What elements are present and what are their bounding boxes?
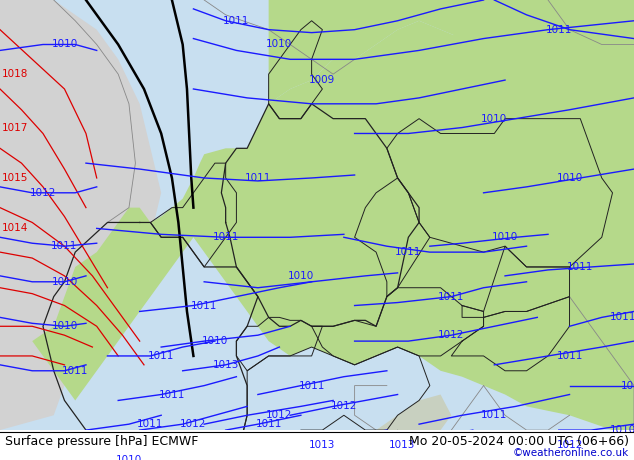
Text: 1010: 1010	[51, 277, 77, 287]
Text: Surface pressure [hPa] ECMWF: Surface pressure [hPa] ECMWF	[5, 435, 198, 448]
Text: 1011: 1011	[137, 419, 164, 429]
Text: 1010: 1010	[610, 425, 634, 435]
Text: 1012: 1012	[331, 402, 357, 411]
Text: 1012: 1012	[266, 410, 292, 420]
Text: 1013: 1013	[309, 440, 335, 450]
Text: 1010: 1010	[288, 271, 314, 281]
Text: 1011: 1011	[62, 366, 88, 376]
Text: 1011: 1011	[395, 247, 422, 257]
Text: 1011: 1011	[567, 262, 593, 272]
Text: 1010: 1010	[557, 173, 583, 183]
Text: 1012: 1012	[30, 188, 56, 198]
Text: 1010: 1010	[51, 40, 77, 50]
Text: 1015: 1015	[2, 173, 29, 183]
Text: 1011: 1011	[148, 351, 174, 361]
Text: 1011: 1011	[212, 232, 239, 242]
Text: 1010: 1010	[266, 40, 292, 50]
Text: 1010: 1010	[492, 232, 518, 242]
Text: 1009: 1009	[309, 75, 335, 85]
Polygon shape	[398, 0, 634, 133]
Text: 1011: 1011	[546, 25, 572, 34]
Text: 1011: 1011	[481, 410, 507, 420]
Text: 1011: 1011	[158, 390, 185, 399]
Text: 1011: 1011	[438, 292, 465, 302]
Text: ©weatheronline.co.uk: ©weatheronline.co.uk	[513, 448, 629, 459]
Text: 1018: 1018	[2, 69, 29, 79]
Text: 1013: 1013	[212, 360, 239, 370]
Polygon shape	[269, 0, 634, 104]
Polygon shape	[376, 395, 451, 454]
Text: 1012: 1012	[557, 440, 583, 450]
Text: Mo 20-05-2024 00:00 UTC (06+66): Mo 20-05-2024 00:00 UTC (06+66)	[409, 435, 629, 448]
Text: 1012: 1012	[180, 419, 207, 429]
Text: 1010: 1010	[51, 321, 77, 331]
Polygon shape	[0, 21, 634, 430]
Text: 1013: 1013	[389, 440, 415, 450]
Text: 1012: 1012	[438, 330, 465, 340]
Text: 1011: 1011	[610, 312, 634, 322]
Text: 1017: 1017	[2, 122, 29, 132]
Text: 1011: 1011	[191, 300, 217, 310]
Polygon shape	[0, 0, 161, 430]
Text: 1010: 1010	[481, 114, 507, 124]
Text: 1010: 1010	[116, 455, 142, 460]
Text: 1011: 1011	[223, 16, 250, 26]
Text: 1011: 1011	[51, 241, 77, 251]
Text: 1010: 1010	[621, 380, 634, 391]
Text: 1011: 1011	[299, 380, 325, 391]
Text: 1010: 1010	[202, 336, 228, 346]
Text: 1014: 1014	[2, 224, 29, 233]
Text: 1011: 1011	[557, 351, 583, 361]
Text: 1011: 1011	[245, 173, 271, 183]
Text: 1011: 1011	[256, 419, 282, 429]
